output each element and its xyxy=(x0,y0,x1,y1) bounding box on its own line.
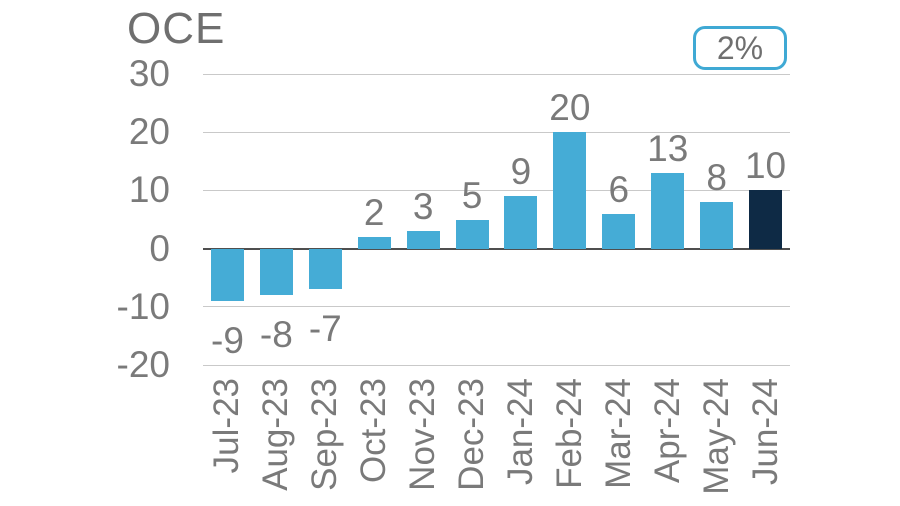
y-tick-label: 20 xyxy=(128,111,170,153)
x-tick-label: May-24 xyxy=(696,378,736,495)
gridline xyxy=(203,306,790,308)
x-tick-label: Oct-23 xyxy=(354,378,394,484)
y-tick-label: -20 xyxy=(116,344,170,385)
bar-value-label: 9 xyxy=(510,151,532,193)
x-tick-label: Mar-24 xyxy=(598,378,638,489)
x-tick-label: Jul-23 xyxy=(207,378,247,474)
y-tick-label: 0 xyxy=(149,227,170,269)
x-tick-label: Feb-24 xyxy=(549,378,589,489)
bar-value-label: -8 xyxy=(259,314,293,356)
bar-value-label: 5 xyxy=(461,174,483,216)
bar-Sep-23 xyxy=(308,248,342,290)
bar-Dec-23 xyxy=(455,219,489,249)
y-tick-label: 30 xyxy=(128,53,170,94)
y-tick-label: -10 xyxy=(116,285,170,327)
bar-value-label: 8 xyxy=(706,157,727,199)
bar-Jun-24 xyxy=(749,190,783,249)
x-tick-label: Apr-24 xyxy=(647,378,687,484)
gridline xyxy=(203,189,790,191)
bar-Jul-23 xyxy=(210,248,244,301)
x-tick-label: Sep-23 xyxy=(305,378,345,491)
bar-value-label: -7 xyxy=(308,308,342,350)
bar-May-24 xyxy=(700,202,734,249)
target-badge: 2% xyxy=(693,26,787,70)
bar-value-label: 3 xyxy=(412,186,434,228)
x-tick-label: Jun-24 xyxy=(745,378,785,486)
bar-Jan-24 xyxy=(504,196,538,249)
chart-title: OCE xyxy=(127,4,226,53)
y-tick-label: 10 xyxy=(128,169,170,211)
bar-value-label: 13 xyxy=(647,127,689,169)
x-tick-label: Aug-23 xyxy=(256,378,296,491)
gridline xyxy=(203,364,790,366)
bar-value-label: 10 xyxy=(744,145,787,187)
bar-Nov-23 xyxy=(406,231,440,249)
x-tick-label: Dec-23 xyxy=(452,378,492,491)
zero-axis-line xyxy=(203,247,790,250)
x-tick-label: Nov-23 xyxy=(403,378,443,491)
bar-Mar-24 xyxy=(602,213,636,249)
gridline xyxy=(203,73,790,75)
bar-Oct-23 xyxy=(357,236,391,249)
bar-Aug-23 xyxy=(259,248,293,296)
bar-value-label: 20 xyxy=(549,87,591,129)
bar-Apr-24 xyxy=(651,172,685,249)
plot-area: -9 -8 -7 2 3 5 9 20 6 13 8 10 xyxy=(203,73,790,366)
target-badge-label: 2% xyxy=(716,29,764,66)
bar-value-label: 2 xyxy=(363,191,385,233)
x-tick-label: Jan-24 xyxy=(500,378,540,486)
bar-Feb-24 xyxy=(553,132,587,249)
bar-value-label: 6 xyxy=(608,168,630,210)
gridline xyxy=(203,131,790,133)
bar-value-label: -9 xyxy=(211,319,244,361)
